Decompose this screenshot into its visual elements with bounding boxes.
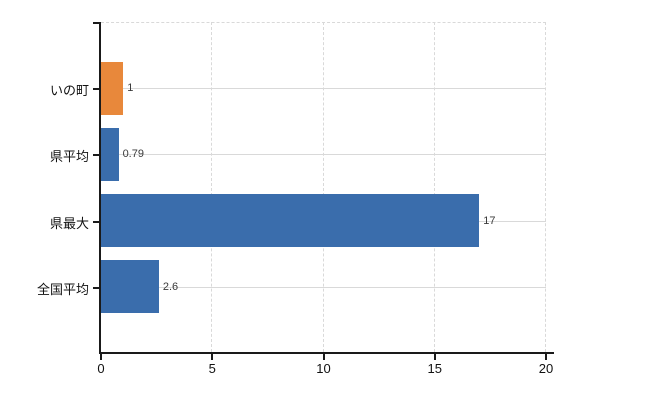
y-tick: [93, 286, 100, 289]
y-tick: [93, 22, 100, 24]
gridline-horizontal: [101, 154, 546, 156]
x-tick-label: 20: [538, 361, 554, 376]
y-tick: [93, 154, 100, 157]
x-tick: [433, 354, 436, 360]
category-label: 全国平均: [36, 281, 89, 297]
gridline-vertical: [433, 22, 435, 352]
x-tick: [211, 354, 214, 360]
bar: [101, 61, 124, 115]
category-label: 県平均: [49, 149, 89, 165]
x-axis-line: [99, 352, 554, 354]
x-tick: [100, 354, 102, 360]
bar-value-label: 1: [127, 82, 134, 94]
bar: [101, 194, 480, 248]
gridline-vertical: [211, 22, 213, 352]
x-tick-label: 5: [208, 361, 216, 376]
bar-value-label: 0.79: [122, 148, 144, 161]
bar: [101, 127, 119, 181]
x-tick-label: 10: [316, 361, 331, 376]
x-tick-label: 15: [427, 361, 442, 376]
x-tick: [545, 354, 547, 360]
gridline-horizontal: [101, 88, 546, 89]
gridline-vertical: [322, 22, 324, 352]
y-axis-line: [99, 22, 101, 354]
bar: [101, 260, 159, 314]
x-tick-label: 0: [97, 361, 105, 376]
bar-value-label: 2.6: [162, 280, 179, 293]
gridline-vertical: [545, 22, 546, 352]
y-tick: [93, 220, 100, 223]
gridline-horizontal: [101, 286, 546, 288]
x-tick: [322, 354, 325, 360]
y-tick: [93, 88, 100, 90]
plot-area: 1 0.79 17 2.6: [101, 22, 546, 352]
plot-top-border: [101, 22, 546, 23]
category-label: 県最大: [49, 215, 89, 231]
category-label: いの町: [49, 83, 89, 98]
bar-value-label: 17: [483, 214, 496, 227]
